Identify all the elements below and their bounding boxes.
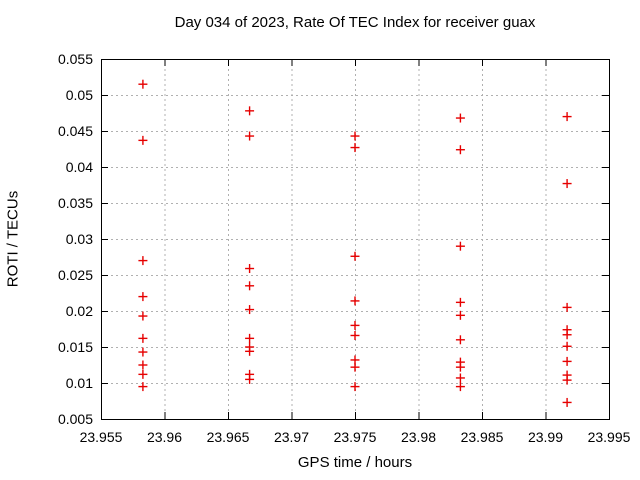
chart-title: Day 034 of 2023, Rate Of TEC Index for r… [174, 14, 536, 31]
plot-border [101, 59, 610, 420]
x-tick-label: 23.975 [333, 429, 377, 445]
x-tick-label: 23.965 [206, 429, 250, 445]
x-tick-label: 23.96 [146, 429, 183, 445]
y-tick-label: 0.03 [65, 231, 93, 247]
y-tick-label: 0.02 [65, 303, 93, 319]
y-tick-label: 0.005 [57, 411, 93, 427]
x-tick-label: 23.985 [460, 429, 504, 445]
y-tick-label: 0.05 [65, 87, 93, 103]
y-tick-label: 0.025 [57, 267, 93, 283]
y-tick-label: 0.055 [57, 51, 93, 67]
y-tick-label: 0.04 [65, 159, 93, 175]
x-tick-label: 23.955 [79, 429, 123, 445]
x-tick-label: 23.995 [587, 429, 631, 445]
x-tick-label: 23.99 [527, 429, 564, 445]
y-tick-label: 0.035 [57, 195, 93, 211]
x-tick-label: 23.97 [273, 429, 310, 445]
x-axis-label: GPS time / hours [297, 454, 413, 471]
x-tick-label: 23.98 [400, 429, 437, 445]
y-tick-label: 0.01 [65, 375, 93, 391]
y-tick-label: 0.015 [57, 339, 93, 355]
y-tick-label: 0.045 [57, 123, 93, 139]
